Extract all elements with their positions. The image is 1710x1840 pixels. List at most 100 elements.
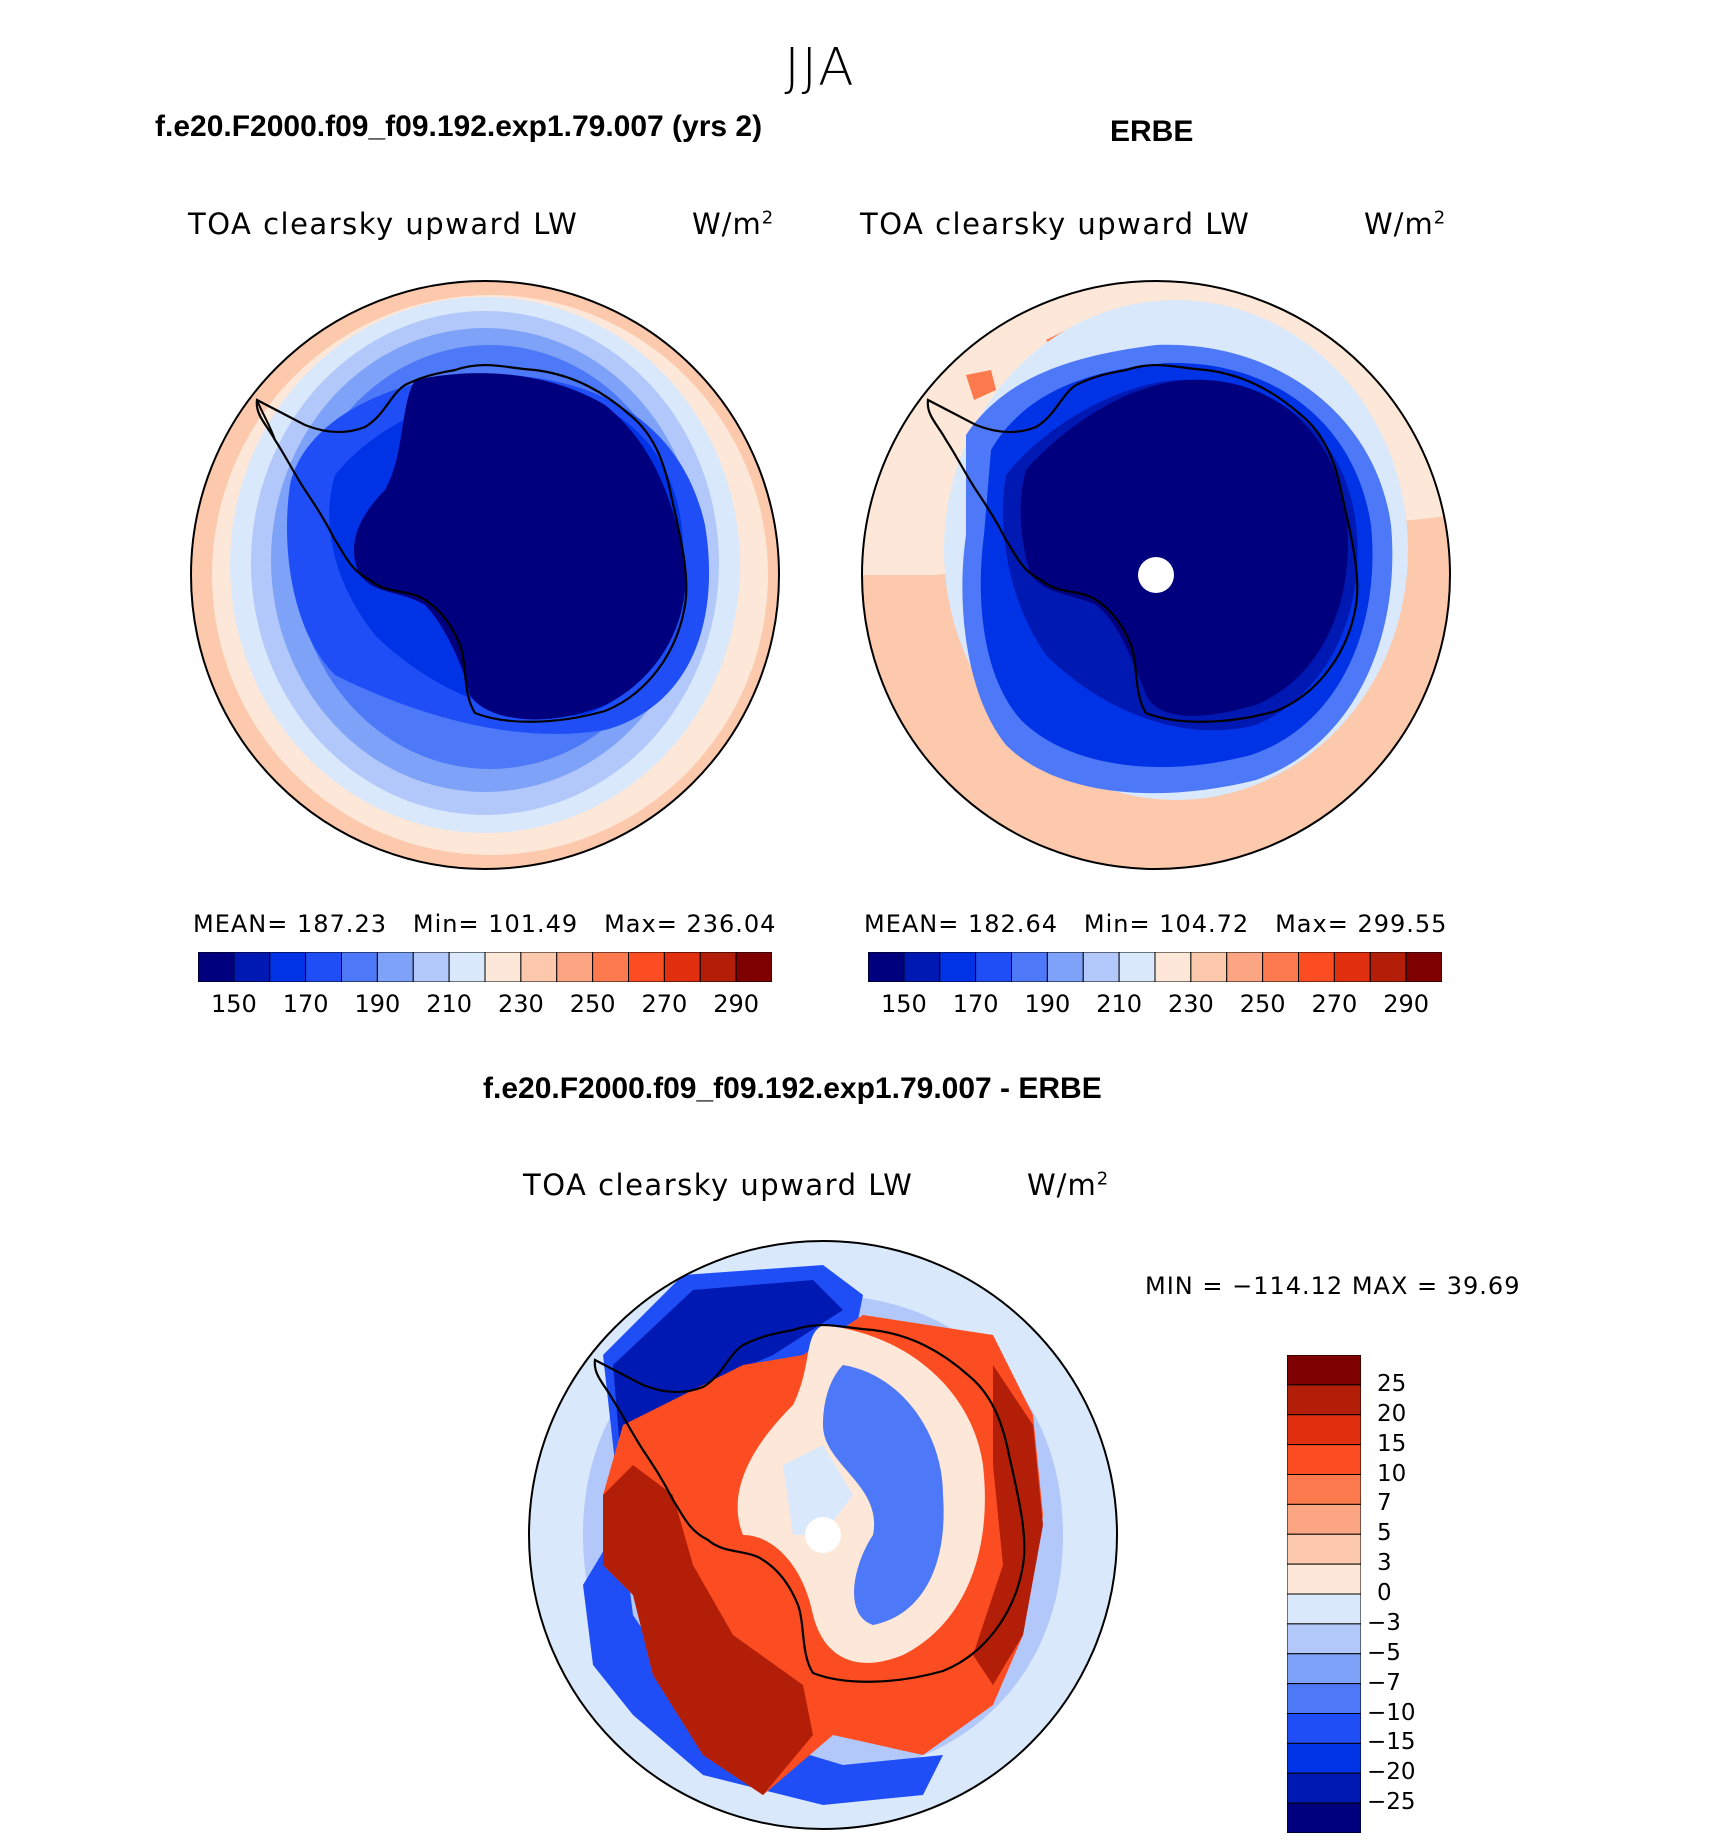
model-coastline — [255, 364, 688, 723]
colorbar-swatch — [1262, 952, 1299, 982]
colorbar-swatch — [520, 952, 558, 982]
colorbar-swatch — [1298, 952, 1335, 982]
colorbar-swatch — [1287, 1414, 1361, 1446]
colorbar-swatch — [1287, 1713, 1361, 1744]
colorbar-tick-label: 15 — [1377, 1430, 1407, 1457]
obs-coastline — [926, 364, 1359, 723]
colorbar-swatch — [1287, 1623, 1361, 1655]
diff-dark-red-ring — [603, 1465, 813, 1795]
colorbar-swatch — [341, 952, 378, 982]
colorbar-tick-label: 230 — [1167, 990, 1214, 1018]
colorbar-tick-label: 210 — [1096, 990, 1143, 1018]
model-map-border — [190, 280, 780, 870]
colorbar-swatch — [1287, 1384, 1361, 1416]
season-title: JJA — [784, 38, 856, 98]
colorbar-swatch — [1287, 1563, 1361, 1595]
colorbar-tick-label: −3 — [1367, 1609, 1401, 1636]
colorbar-swatch — [663, 952, 701, 982]
colorbar-tick-label: −15 — [1367, 1729, 1416, 1756]
obs-colorbar-labels: 150 170 190 210 230 250 270 290 — [868, 990, 1442, 1022]
colorbar-tick-label: 0 — [1377, 1580, 1392, 1606]
diff-coastline — [593, 1324, 1026, 1683]
obs-polar-map — [861, 280, 1451, 870]
model-continent-fill — [354, 373, 686, 720]
colorbar-tick-label: 170 — [952, 990, 999, 1018]
colorbar-swatch — [903, 952, 941, 982]
colorbar-swatch — [1333, 952, 1371, 982]
colorbar-swatch — [1287, 1593, 1361, 1625]
colorbar-swatch — [1287, 1742, 1361, 1774]
colorbar-swatch — [448, 952, 486, 982]
colorbar-swatch — [735, 952, 772, 982]
diff-variable-label: TOA clearsky upward LW — [523, 1168, 914, 1202]
obs-pole-hole — [1138, 557, 1174, 593]
diff-interior-blue — [823, 1365, 944, 1625]
diff-dark-red-east — [973, 1365, 1043, 1685]
colorbar-swatch — [628, 952, 665, 982]
colorbar-swatch — [556, 952, 594, 982]
model-peninsula-coast — [256, 399, 276, 441]
model-variable-label: TOA clearsky upward LW — [188, 207, 579, 241]
colorbar-tick-label: 150 — [210, 990, 257, 1018]
colorbar-tick-label: 190 — [1024, 990, 1071, 1018]
colorbar-swatch — [233, 952, 271, 982]
obs-hot-small — [966, 370, 996, 400]
colorbar-swatch — [484, 952, 522, 982]
colorbar-swatch — [269, 952, 307, 982]
diff-polar-map — [528, 1240, 1118, 1830]
colorbar-tick-label: 290 — [713, 990, 760, 1018]
colorbar-swatch — [1287, 1772, 1361, 1804]
colorbar-swatch — [868, 952, 905, 982]
colorbar-swatch — [1287, 1444, 1361, 1475]
colorbar-swatch — [1369, 952, 1407, 982]
diff-units: W/m2 — [1027, 1168, 1110, 1202]
diff-range-text: MIN = −114.12 MAX = 39.69 — [1145, 1272, 1521, 1300]
model-stats: MEAN= 187.23 Min= 101.49 Max= 236.04 — [193, 910, 777, 938]
diff-colorbar — [1287, 1355, 1361, 1833]
colorbar-tick-label: −5 — [1367, 1639, 1401, 1666]
colorbar-swatch — [1118, 952, 1156, 982]
colorbar-tick-label: −25 — [1367, 1789, 1416, 1816]
colorbar-swatch — [1287, 1653, 1361, 1685]
colorbar-swatch — [1287, 1533, 1361, 1565]
colorbar-tick-label: 3 — [1377, 1550, 1392, 1577]
model-colorbar — [198, 952, 772, 982]
colorbar-tick-label: 270 — [641, 990, 688, 1018]
obs-colorbar — [868, 952, 1442, 982]
colorbar-tick-label: −7 — [1367, 1669, 1401, 1696]
colorbar-tick-label: 25 — [1377, 1370, 1407, 1397]
model-colorbar-labels: 150 170 190 210 230 250 270 290 — [198, 990, 772, 1022]
colorbar-tick-label: 290 — [1383, 990, 1430, 1018]
colorbar-swatch — [1154, 952, 1192, 982]
obs-variable-label: TOA clearsky upward LW — [860, 207, 1251, 241]
colorbar-swatch — [305, 952, 342, 982]
colorbar-tick-label: 270 — [1311, 990, 1358, 1018]
colorbar-tick-label: 250 — [1239, 990, 1286, 1018]
colorbar-swatch — [1287, 1355, 1361, 1386]
colorbar-tick-label: 10 — [1377, 1460, 1407, 1487]
colorbar-swatch — [1287, 1802, 1361, 1833]
colorbar-tick-label: 250 — [569, 990, 616, 1018]
colorbar-tick-label: −10 — [1367, 1699, 1416, 1726]
diff-pole-hole — [805, 1517, 841, 1553]
colorbar-swatch — [1190, 952, 1228, 982]
colorbar-swatch — [1226, 952, 1264, 982]
colorbar-swatch — [939, 952, 977, 982]
colorbar-swatch — [376, 952, 414, 982]
colorbar-swatch — [1287, 1503, 1361, 1535]
obs-stats: MEAN= 182.64 Min= 104.72 Max= 299.55 — [864, 910, 1448, 938]
obs-continent-fill — [1020, 379, 1348, 716]
diff-case-title: f.e20.F2000.f09_f09.192.exp1.79.007 - ER… — [483, 1072, 1102, 1105]
obs-case-title: ERBE — [1110, 115, 1194, 148]
colorbar-tick-label: 230 — [497, 990, 544, 1018]
colorbar-swatch — [699, 952, 737, 982]
colorbar-swatch — [412, 952, 450, 982]
model-case-title: f.e20.F2000.f09_f09.192.exp1.79.007 (yrs… — [155, 110, 763, 143]
colorbar-tick-label: 210 — [426, 990, 473, 1018]
colorbar-swatch — [592, 952, 629, 982]
colorbar-swatch — [1405, 952, 1442, 982]
colorbar-swatch — [1011, 952, 1048, 982]
diff-map-border — [528, 1240, 1118, 1830]
obs-units: W/m2 — [1364, 207, 1447, 241]
colorbar-tick-label: 5 — [1377, 1520, 1392, 1547]
